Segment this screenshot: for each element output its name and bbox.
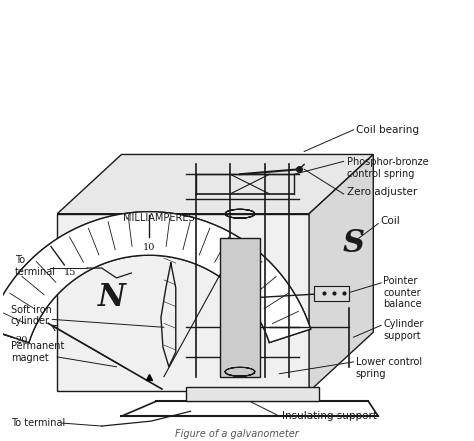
Bar: [314, 286, 348, 301]
Text: 10: 10: [143, 243, 155, 252]
Bar: [220, 239, 260, 377]
Text: Zero adjuster: Zero adjuster: [346, 187, 417, 197]
Text: N: N: [98, 282, 126, 313]
Text: Lower control
spring: Lower control spring: [356, 357, 422, 378]
Text: Pointer
counter
balance: Pointer counter balance: [383, 276, 422, 309]
Text: MILLIAMPERES: MILLIAMPERES: [123, 213, 195, 223]
Text: Soft iron
cylinder: Soft iron cylinder: [11, 305, 52, 326]
Text: To
terminal: To terminal: [15, 255, 56, 277]
Text: Insulating support: Insulating support: [283, 411, 377, 421]
Polygon shape: [57, 154, 374, 214]
Text: Figure of a galvanometer: Figure of a galvanometer: [175, 429, 299, 439]
Text: Cylinder
support: Cylinder support: [383, 319, 424, 341]
Polygon shape: [57, 214, 309, 392]
Bar: [186, 387, 319, 401]
Polygon shape: [0, 212, 310, 343]
Text: 5: 5: [225, 269, 231, 277]
Text: Permanent
magnet: Permanent magnet: [11, 341, 64, 363]
Text: Coil bearing: Coil bearing: [356, 125, 419, 135]
Polygon shape: [309, 154, 374, 392]
Text: To terminal: To terminal: [11, 418, 65, 428]
Text: 15: 15: [64, 269, 76, 277]
Text: Phosphor-bronze
control spring: Phosphor-bronze control spring: [346, 157, 428, 179]
Text: Coil: Coil: [380, 216, 400, 226]
Text: 20: 20: [15, 336, 27, 344]
Text: S: S: [343, 228, 365, 259]
